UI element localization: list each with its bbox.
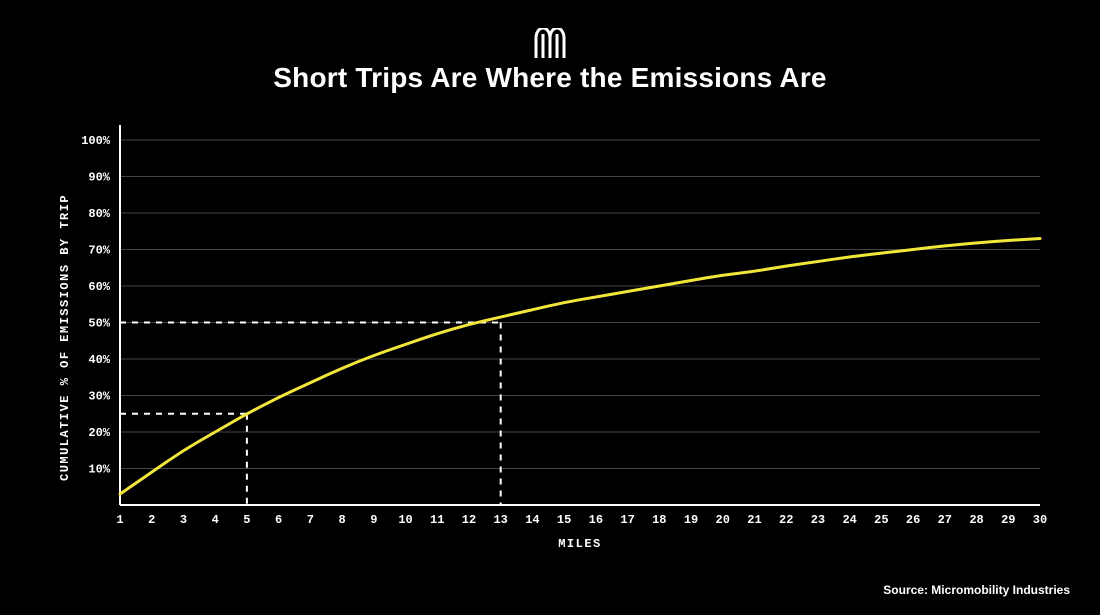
x-axis-label: MILES — [120, 537, 1040, 551]
x-tick-label: 19 — [684, 513, 698, 527]
x-tick-label: 16 — [589, 513, 603, 527]
x-tick-label: 14 — [525, 513, 539, 527]
y-tick-label: 100% — [81, 134, 111, 148]
x-tick-label: 2 — [148, 513, 155, 527]
x-tick-label: 8 — [338, 513, 345, 527]
y-tick-label: 70% — [88, 244, 110, 258]
y-tick-label: 50% — [88, 317, 110, 331]
x-tick-label: 11 — [430, 513, 444, 527]
x-tick-label: 24 — [842, 513, 856, 527]
x-tick-label: 28 — [969, 513, 983, 527]
x-tick-label: 12 — [462, 513, 476, 527]
x-tick-label: 25 — [874, 513, 888, 527]
x-tick-label: 20 — [716, 513, 730, 527]
x-tick-label: 13 — [493, 513, 507, 527]
x-tick-label: 27 — [938, 513, 952, 527]
data-series-line — [120, 239, 1040, 494]
brand-logo — [532, 28, 568, 63]
x-tick-label: 21 — [747, 513, 761, 527]
x-tick-label: 22 — [779, 513, 793, 527]
y-tick-label: 20% — [88, 426, 110, 440]
x-tick-label: 9 — [370, 513, 377, 527]
x-tick-label: 29 — [1001, 513, 1015, 527]
y-tick-label: 10% — [88, 463, 110, 477]
x-tick-label: 6 — [275, 513, 282, 527]
x-tick-label: 3 — [180, 513, 187, 527]
x-tick-label: 5 — [243, 513, 250, 527]
x-tick-label: 17 — [620, 513, 634, 527]
x-tick-label: 1 — [116, 513, 123, 527]
x-tick-label: 26 — [906, 513, 920, 527]
x-tick-label: 18 — [652, 513, 666, 527]
chart-title: Short Trips Are Where the Emissions Are — [0, 62, 1100, 94]
y-tick-label: 30% — [88, 390, 110, 404]
y-tick-label: 80% — [88, 207, 110, 221]
x-tick-label: 15 — [557, 513, 571, 527]
x-tick-label: 10 — [398, 513, 412, 527]
y-tick-label: 40% — [88, 353, 110, 367]
y-axis-label: CUMULATIVE % OF EMISSIONS BY TRIP — [58, 194, 72, 481]
source-attribution: Source: Micromobility Industries — [883, 583, 1070, 597]
x-tick-label: 30 — [1033, 513, 1047, 527]
chart-area: 10%20%30%40%50%60%70%80%90%100%123456789… — [60, 105, 1060, 545]
y-tick-label: 60% — [88, 280, 110, 294]
y-tick-label: 90% — [88, 171, 110, 185]
x-tick-label: 4 — [212, 513, 219, 527]
x-tick-label: 23 — [811, 513, 825, 527]
x-tick-label: 7 — [307, 513, 314, 527]
